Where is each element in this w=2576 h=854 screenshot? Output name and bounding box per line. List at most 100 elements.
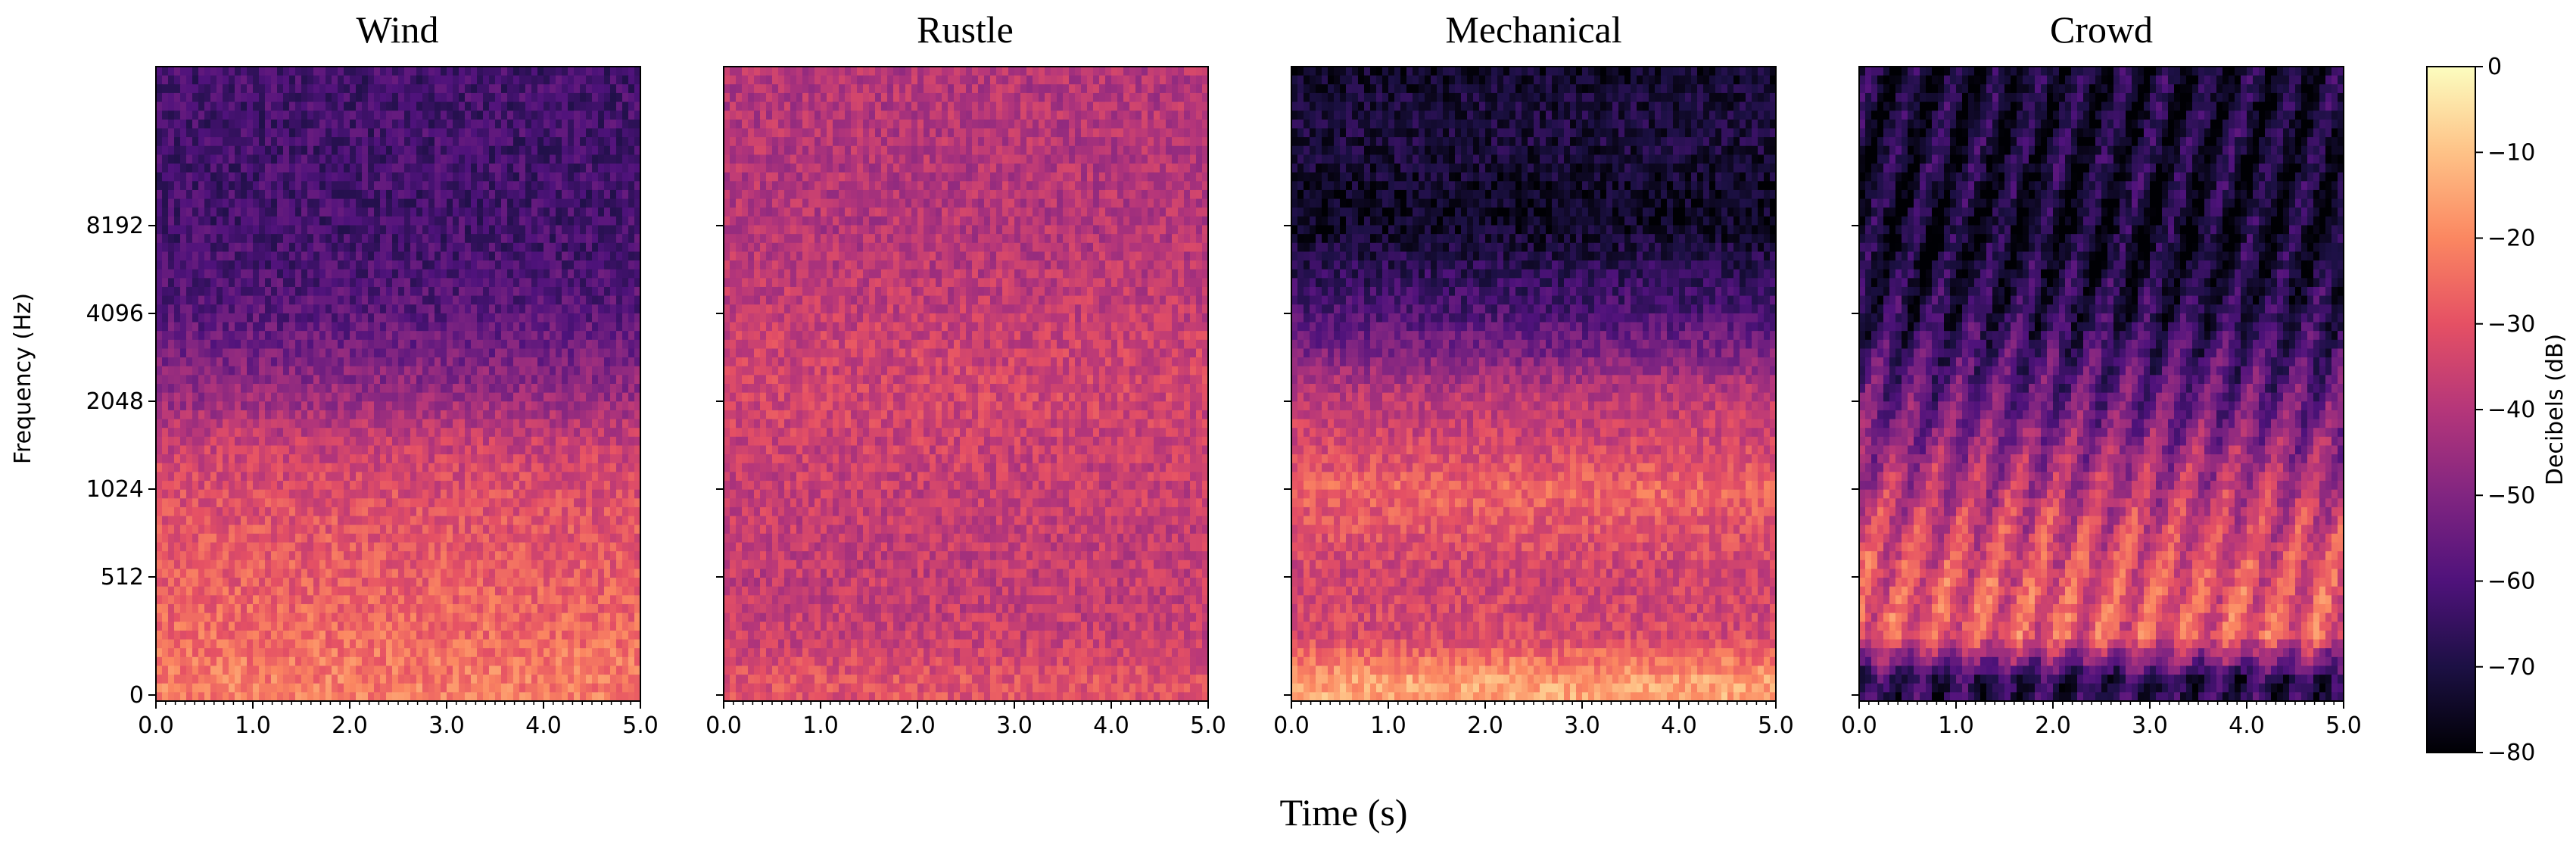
- spectrogram-cell: [156, 242, 163, 253]
- spectrogram-cell: [338, 559, 344, 570]
- spectrogram-cell: [556, 181, 562, 191]
- spectrogram-cell: [435, 189, 441, 200]
- spectrogram-cell: [307, 145, 314, 155]
- spectrogram-cell: [501, 498, 508, 508]
- spectrogram-cell: [489, 198, 496, 208]
- spectrogram-cell: [380, 454, 387, 464]
- spectrogram-cell: [283, 489, 290, 499]
- spectrogram-cell: [277, 603, 284, 614]
- spectrogram-cell: [507, 304, 514, 314]
- spectrogram-cell: [204, 578, 211, 588]
- spectrogram-cell: [174, 366, 181, 376]
- spectrogram-cell: [447, 75, 453, 85]
- spectrogram-cell: [253, 366, 260, 376]
- spectrogram-cell: [501, 75, 508, 85]
- spectrogram-cell: [265, 569, 272, 578]
- spectrogram-cell: [326, 375, 332, 385]
- spectrogram-cell: [374, 278, 381, 288]
- spectrogram-cell: [319, 612, 326, 622]
- spectrogram-cell: [471, 586, 478, 596]
- spectrogram-cell: [223, 75, 229, 85]
- spectrogram-cell: [550, 551, 556, 561]
- spectrogram-cell: [622, 251, 629, 261]
- spectrogram-cell: [537, 392, 544, 402]
- spectrogram-cell: [562, 84, 568, 94]
- spectrogram-cell: [223, 445, 229, 455]
- spectrogram-cell: [453, 154, 459, 164]
- spectrogram-cell: [610, 339, 617, 350]
- spectrogram-cell: [198, 145, 205, 155]
- spectrogram-cell: [404, 207, 411, 217]
- spectrogram-cell: [519, 181, 526, 191]
- spectrogram-cell: [235, 295, 241, 305]
- spectrogram-cell: [386, 542, 393, 552]
- spectrogram-cell: [489, 216, 496, 226]
- spectrogram-cell: [483, 75, 490, 85]
- spectrogram-cell: [544, 428, 550, 438]
- spectrogram-cell: [156, 595, 163, 605]
- spectrogram-cell: [550, 181, 556, 191]
- spectrogram-cell: [586, 603, 593, 614]
- spectrogram-cell: [544, 357, 550, 367]
- spectrogram-cell: [235, 216, 241, 226]
- spectrogram-cell: [265, 322, 272, 332]
- spectrogram-cell: [604, 454, 611, 464]
- spectrogram-cell: [422, 542, 429, 552]
- spectrogram-cell: [416, 578, 423, 588]
- spectrogram-cell: [223, 516, 229, 525]
- spectrogram-cell: [374, 181, 381, 191]
- spectrogram-cell: [253, 506, 260, 517]
- spectrogram-cell: [229, 322, 235, 332]
- spectrogram-cell: [277, 322, 284, 332]
- spectrogram-cell: [216, 436, 223, 447]
- spectrogram-cell: [489, 392, 496, 402]
- spectrogram-cell: [380, 84, 387, 94]
- spectrogram-cell: [332, 278, 338, 288]
- spectrogram-cell: [562, 181, 568, 191]
- spectrogram-cell: [350, 119, 357, 129]
- spectrogram-cell: [507, 506, 514, 517]
- spectrogram-cell: [422, 392, 429, 402]
- spectrogram-cell: [265, 225, 272, 235]
- spectrogram-cell: [507, 489, 514, 499]
- spectrogram-cell: [531, 463, 538, 472]
- spectrogram-cell: [289, 269, 296, 279]
- spectrogram-cell: [428, 172, 435, 182]
- spectrogram-cell: [453, 516, 459, 525]
- spectrogram-cell: [301, 436, 308, 447]
- spectrogram-cell: [241, 516, 248, 525]
- spectrogram-cell: [586, 295, 593, 305]
- spectrogram-cell: [410, 119, 417, 129]
- spectrogram-cell: [550, 269, 556, 279]
- spectrogram-cell: [404, 225, 411, 235]
- spectrogram-cell: [186, 286, 193, 297]
- spectrogram-cell: [253, 322, 260, 332]
- spectrogram-cell: [562, 172, 568, 182]
- spectrogram-cell: [507, 542, 514, 552]
- spectrogram-cell: [477, 603, 484, 614]
- spectrogram-cell: [550, 586, 556, 596]
- spectrogram-cell: [350, 569, 357, 578]
- spectrogram-cell: [477, 595, 484, 605]
- spectrogram-cell: [501, 481, 508, 491]
- spectrogram-cell: [204, 366, 211, 376]
- spectrogram-cell: [198, 67, 205, 76]
- spectrogram-cell: [338, 384, 344, 394]
- spectrogram-cell: [216, 225, 223, 235]
- spectrogram-cell: [223, 392, 229, 402]
- spectrogram-cell: [307, 154, 314, 164]
- spectrogram-cell: [326, 67, 332, 76]
- spectrogram-cell: [374, 525, 381, 535]
- spectrogram-cell: [525, 67, 532, 76]
- spectrogram-cell: [422, 181, 429, 191]
- spectrogram-cell: [156, 454, 163, 464]
- spectrogram-cell: [453, 225, 459, 235]
- spectrogram-cell: [210, 286, 217, 297]
- spectrogram-cell: [295, 428, 302, 438]
- spectrogram-cell: [247, 181, 254, 191]
- spectrogram-cell: [271, 225, 278, 235]
- spectrogram-cell: [210, 569, 217, 578]
- spectrogram-cell: [253, 111, 260, 120]
- spectrogram-cell: [598, 481, 605, 491]
- spectrogram-cell: [544, 525, 550, 535]
